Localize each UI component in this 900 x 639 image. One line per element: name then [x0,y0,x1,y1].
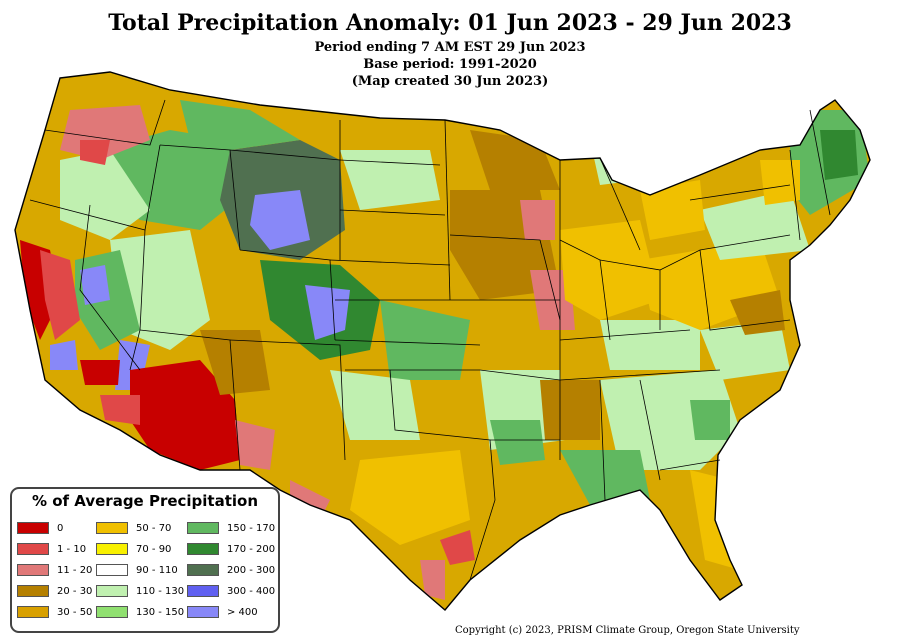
legend-label: 200 - 300 [227,564,276,576]
legend-swatch [17,543,49,555]
legend-item: 11 - 20 [17,563,92,577]
legend-item: 300 - 400 [187,584,275,598]
legend-item: 20 - 30 [17,584,92,598]
legend-label: 0 [57,522,64,534]
legend-label: 50 - 70 [136,522,172,534]
legend-item: 1 - 10 [17,542,86,556]
legend-label: 300 - 400 [227,585,276,597]
legend-label: 90 - 110 [136,564,178,576]
legend-swatch [17,585,49,597]
legend-swatch [96,606,128,618]
legend-item: 200 - 300 [187,563,275,577]
legend-item: 70 - 90 [96,542,171,556]
legend-label: > 400 [227,606,258,618]
legend-label: 1 - 10 [57,543,87,555]
legend-item: 30 - 50 [17,605,92,619]
state-boundaries [29,99,831,581]
legend-swatch [96,585,128,597]
copyright: Copyright (c) 2023, PRISM Climate Group,… [455,625,800,636]
legend-item: 50 - 70 [96,521,171,535]
legend-item: > 400 [187,605,258,619]
legend-label: 110 - 130 [136,585,185,597]
legend-swatch [187,585,219,597]
legend-item: 110 - 130 [96,584,184,598]
us-boundary [14,71,871,611]
legend-item: 170 - 200 [187,542,275,556]
legend-label: 20 - 30 [57,585,93,597]
legend-label: 130 - 150 [136,606,185,618]
legend-label: 70 - 90 [136,543,172,555]
legend-item: 130 - 150 [96,605,184,619]
legend-swatch [96,564,128,576]
legend: % of Average Precipitation 0 1 - 10 11 - 2… [10,487,280,633]
legend-swatch [17,564,49,576]
legend-item: 0 [17,521,63,535]
legend-title: % of Average Precipitation [31,492,259,510]
legend-swatch [17,606,49,618]
legend-swatch [187,606,219,618]
legend-swatch [187,543,219,555]
legend-label: 170 - 200 [227,543,276,555]
map-title: Total Precipitation Anomaly: 01 Jun 2023… [108,10,792,36]
legend-swatch [96,522,128,534]
map-created-text: (Map created 30 Jun 2023) [351,74,549,89]
legend-label: 30 - 50 [57,606,93,618]
legend-item: 150 - 170 [187,521,275,535]
legend-swatch [17,522,49,534]
period-text: Period ending 7 AM EST 29 Jun 2023 [314,40,586,55]
legend-swatch [96,543,128,555]
legend-item: 90 - 110 [96,563,178,577]
legend-label: 11 - 20 [57,564,93,576]
base-period-text: Base period: 1991-2020 [363,57,537,72]
legend-swatch [187,564,219,576]
legend-label: 150 - 170 [227,522,276,534]
legend-swatch [187,522,219,534]
